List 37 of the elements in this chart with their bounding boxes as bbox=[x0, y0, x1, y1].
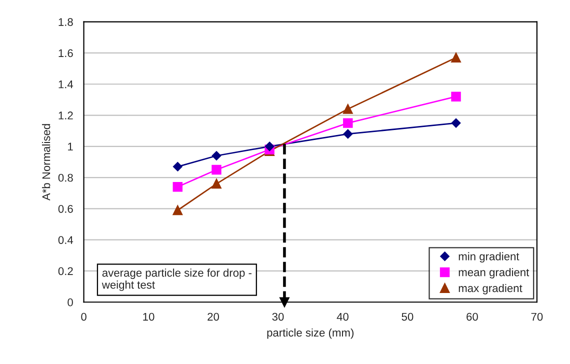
point bbox=[212, 164, 222, 175]
y-tick-label: 0.6 bbox=[58, 204, 73, 213]
y-tick-label: 1 bbox=[68, 142, 73, 150]
point bbox=[451, 118, 461, 128]
y-tick-label: 1.4 bbox=[58, 80, 74, 88]
point bbox=[172, 205, 183, 216]
y-tick-label: 1.2 bbox=[58, 112, 73, 120]
x-tick-label: 50 bbox=[402, 312, 414, 321]
legend-label: max gradient bbox=[458, 284, 522, 294]
x-tick-label: 60 bbox=[466, 312, 478, 321]
y-tick-label: 0.4 bbox=[58, 236, 74, 244]
point bbox=[173, 162, 182, 172]
x-tick-label: 20 bbox=[208, 312, 220, 321]
x-tick-label: 70 bbox=[531, 312, 543, 321]
y-tick-label: 0 bbox=[68, 298, 73, 306]
y-tick-label: 0.2 bbox=[58, 267, 73, 276]
point bbox=[212, 151, 222, 160]
x-tick-label: 0 bbox=[81, 312, 86, 321]
point bbox=[343, 104, 353, 114]
point bbox=[212, 178, 222, 189]
point bbox=[172, 182, 183, 192]
point bbox=[451, 52, 461, 63]
y-tick-label: 1.6 bbox=[58, 49, 73, 58]
y-tick-label: 1.8 bbox=[58, 18, 73, 26]
y-axis-title: A*b Normalised bbox=[42, 124, 50, 201]
point bbox=[451, 92, 461, 102]
legend-label: min gradient bbox=[458, 252, 520, 263]
x-tick-label: 30 bbox=[272, 312, 284, 321]
legend-label: mean gradient bbox=[458, 268, 530, 278]
x-tick-label: 10 bbox=[143, 312, 154, 321]
y-tick-label: 0.8 bbox=[58, 174, 73, 182]
x-axis-title: particle size (mm) bbox=[267, 328, 354, 339]
point bbox=[264, 142, 274, 152]
point bbox=[343, 118, 353, 128]
annotation: average particle size for drop - weight test bbox=[102, 268, 252, 291]
x-tick-label: 40 bbox=[336, 312, 348, 321]
point bbox=[343, 129, 353, 139]
